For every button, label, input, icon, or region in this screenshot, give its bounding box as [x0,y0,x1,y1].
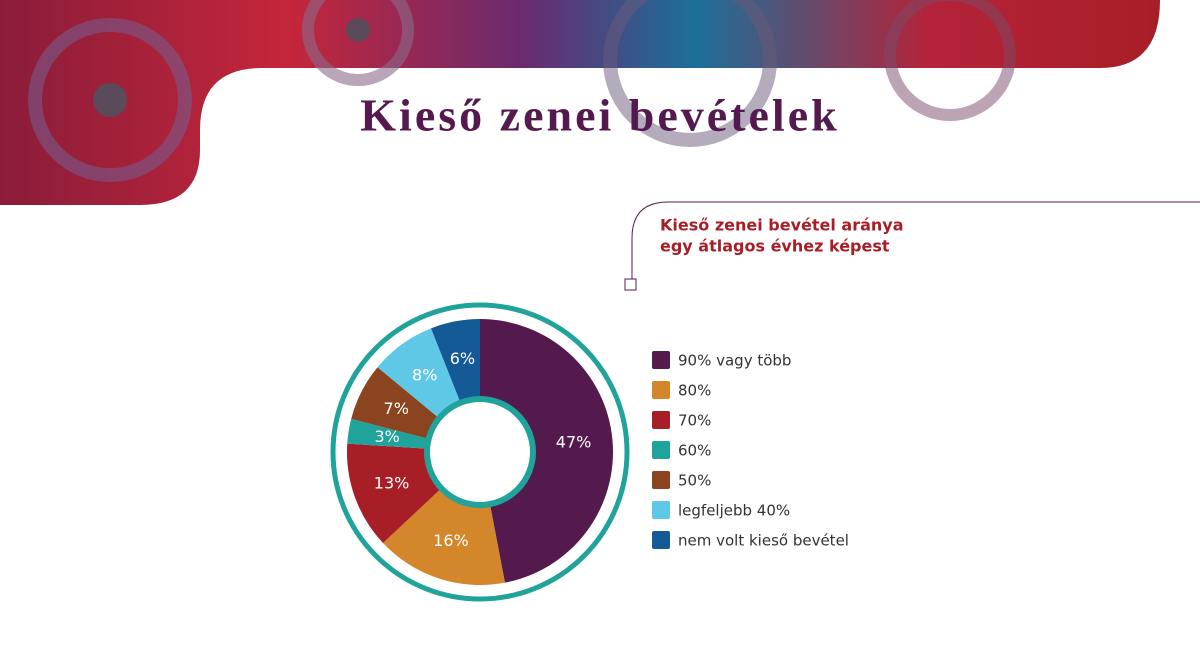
subtitle: Kieső zenei bevétel aránya [660,216,904,235]
callout-line [631,201,1200,279]
legend-swatch [652,471,670,489]
data-label: 8% [412,365,437,384]
legend-swatch [652,411,670,429]
legend-label: legfeljebb 40% [678,502,790,520]
legend-label: 90% vagy több [678,352,791,370]
header-decoration [0,0,1160,205]
data-label: 47% [556,433,592,452]
legend-swatch [652,351,670,369]
donut-slice [347,418,432,449]
donut-slice [383,486,505,585]
title: Kieső zenei bevételek [360,90,839,141]
outer-ring [330,302,630,602]
legend-label: 80% [678,382,711,400]
subtitle: egy átlagos évhez képest [660,237,890,256]
data-label: 3% [374,427,399,446]
data-label: 13% [374,473,410,492]
donut-slice [480,319,614,583]
donut: 47% 16% 13% 3% 7%8% 6% [347,319,614,585]
legend: 90% vagy több 80% 70% 60% 50% legfeljebb 40% n… [652,351,849,550]
donut-slice [431,319,480,406]
callout-marker [624,278,637,291]
legend-label: nem volt kieső bevétel [678,532,849,550]
legend-label: 50% [678,472,711,490]
data-label: 7% [384,399,409,418]
donut-slice [377,328,462,421]
data-label: 6% [450,349,475,368]
legend-swatch [652,531,670,549]
legend-swatch [652,441,670,459]
data-label: 16% [433,531,469,550]
legend-label: 70% [678,412,711,430]
legend-swatch [652,501,670,519]
legend-label: 60% [678,442,711,460]
donut-slice [347,443,444,544]
inner-ring [424,396,536,508]
donut-slice [351,367,442,440]
legend-swatch [652,381,670,399]
